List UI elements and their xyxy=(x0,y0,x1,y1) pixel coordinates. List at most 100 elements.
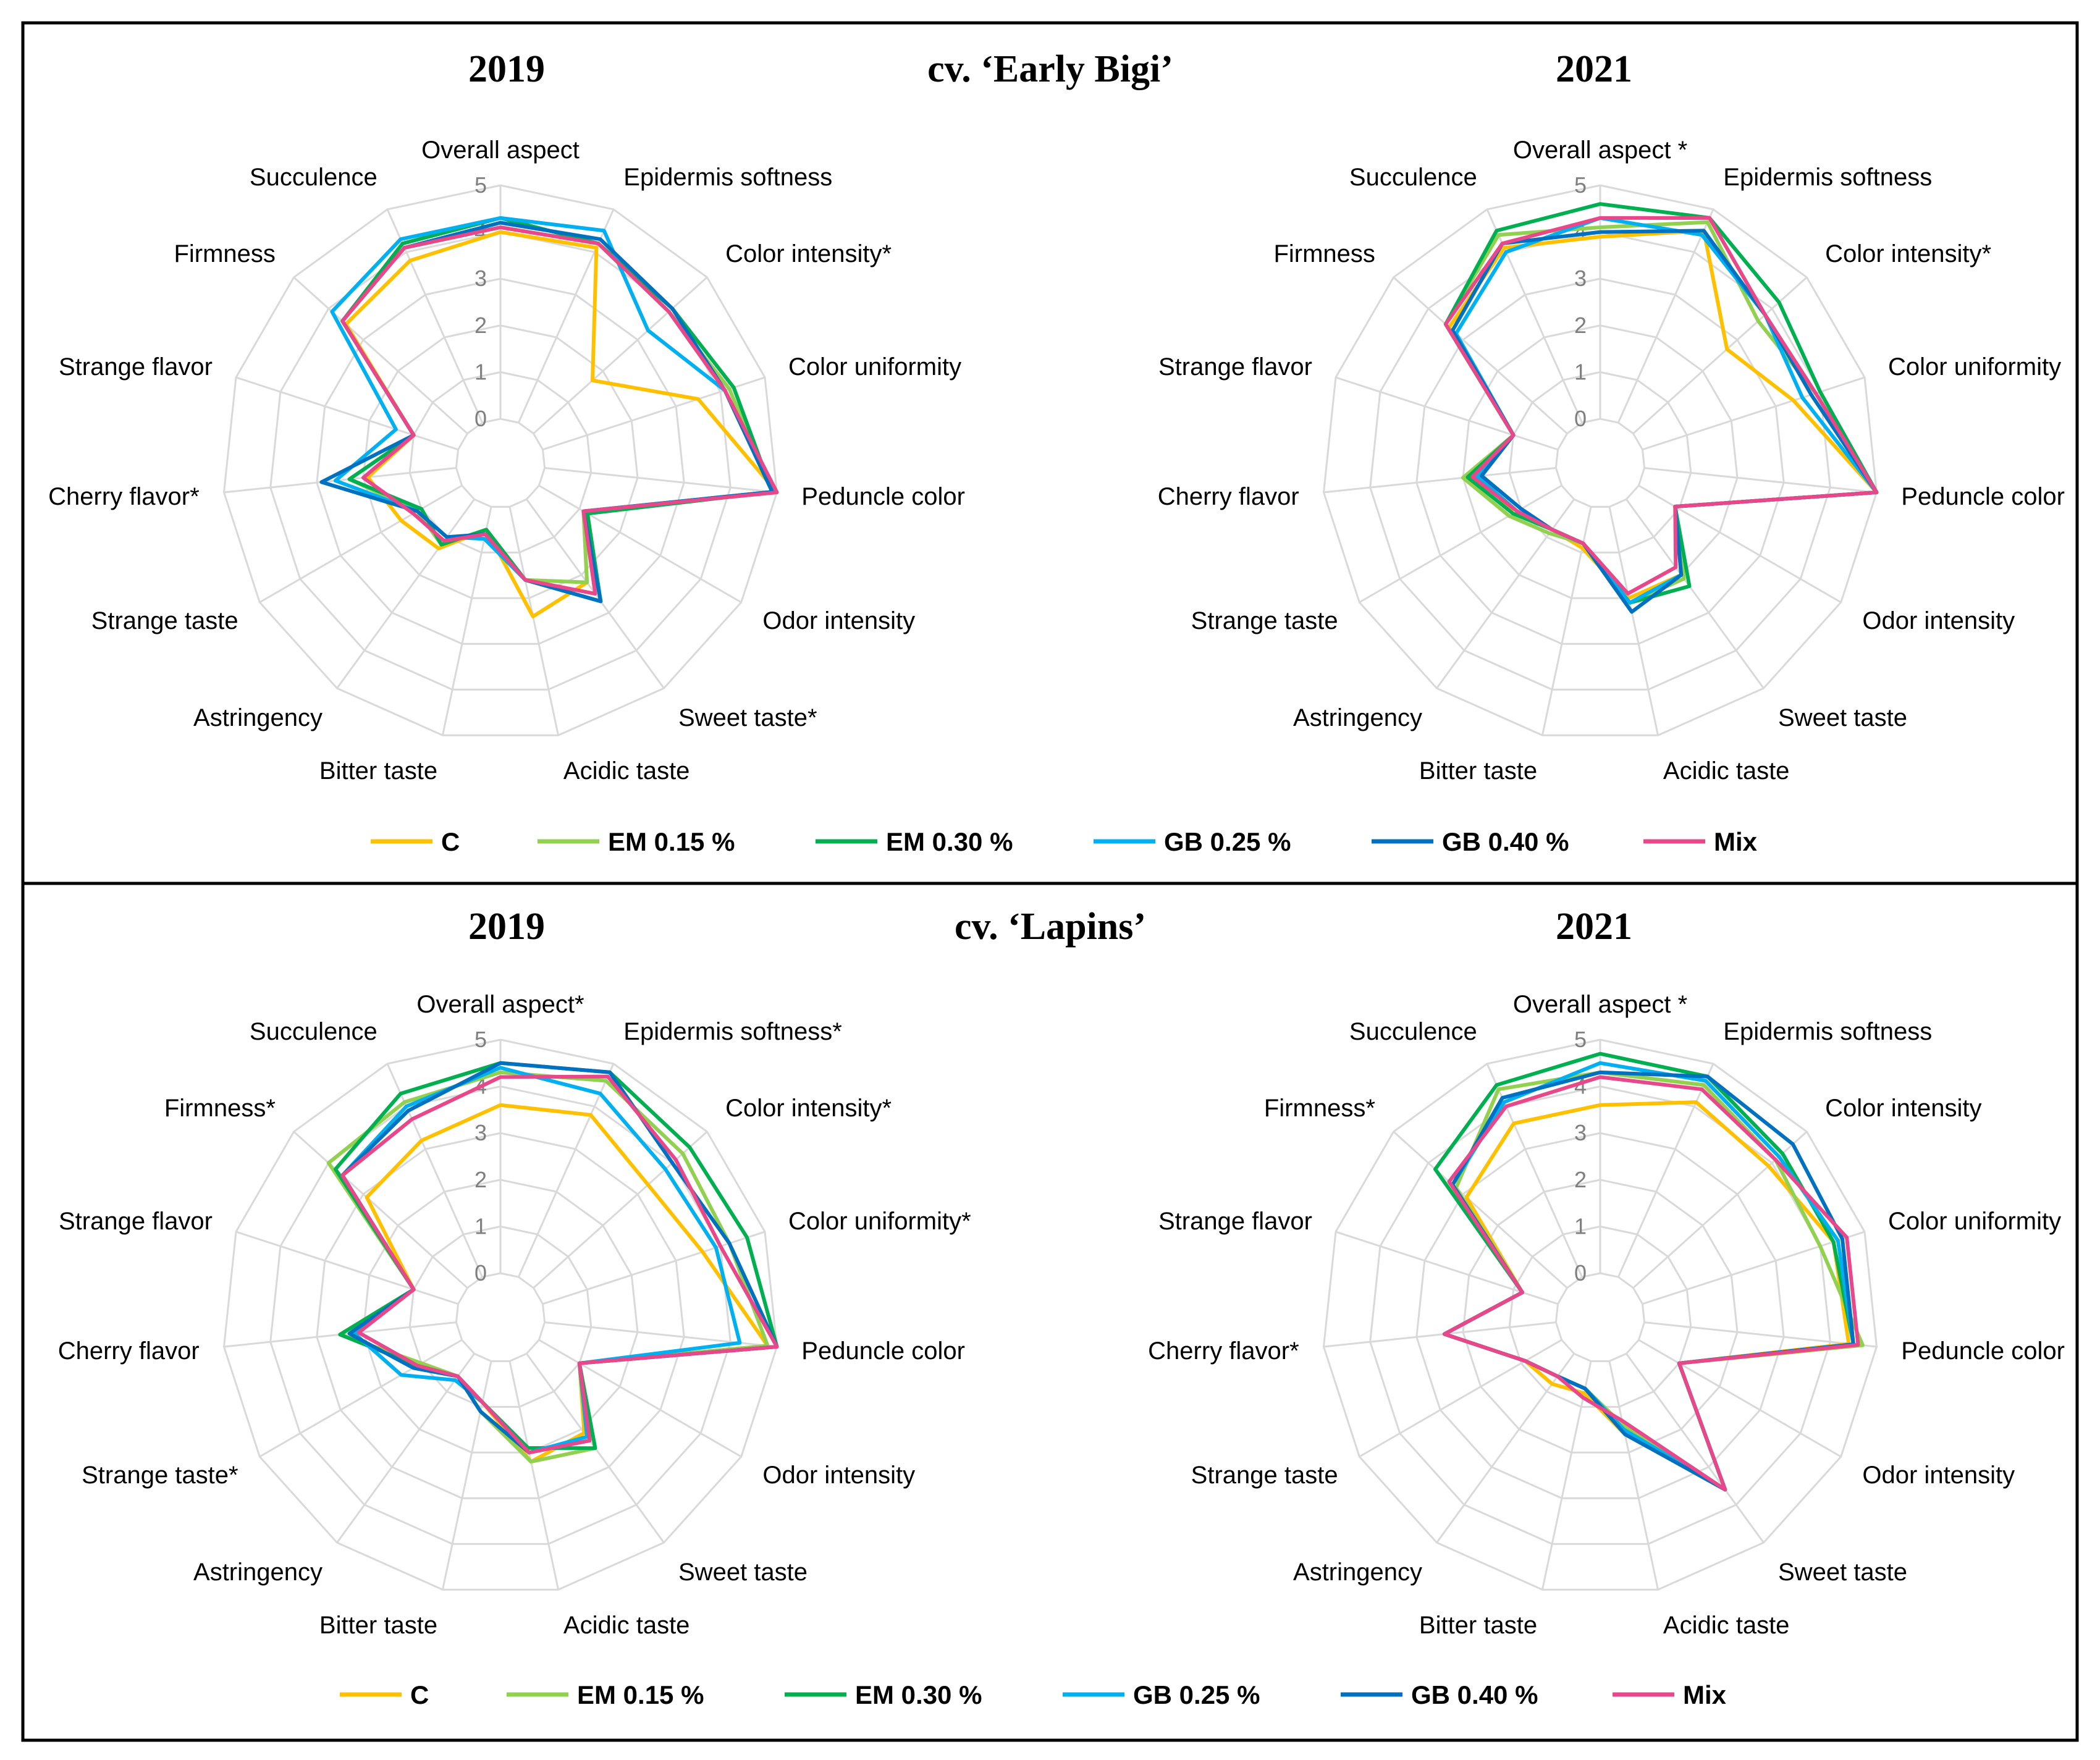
tick-label-3: 3 xyxy=(1574,266,1587,291)
tick-label-0: 0 xyxy=(474,406,487,431)
axis-label-overall-aspect: Overall aspect * xyxy=(1513,991,1687,1018)
spoke-2 xyxy=(533,1131,708,1289)
axis-label-strange-taste: Strange taste xyxy=(91,607,238,634)
tick-label-3: 3 xyxy=(474,266,487,291)
axis-label-firmness: Firmness* xyxy=(1264,1095,1375,1122)
grid-ring-5 xyxy=(222,1038,778,1591)
tick-label-2: 2 xyxy=(474,313,487,338)
axis-label-succulence: Succulence xyxy=(1349,1018,1477,1045)
grid-ring-5 xyxy=(222,184,778,736)
spoke-1 xyxy=(1617,209,1714,423)
spoke-6 xyxy=(1626,1353,1765,1543)
spoke-10 xyxy=(1359,484,1562,604)
legend-label-c: C xyxy=(441,827,460,856)
spoke-8 xyxy=(441,1361,492,1590)
tick-label-5: 5 xyxy=(1574,1027,1587,1052)
spoke-11 xyxy=(1323,1321,1556,1348)
series-mix xyxy=(1443,216,1879,596)
series-em-0-15 xyxy=(326,1070,770,1464)
grid-ring-4 xyxy=(1369,231,1831,691)
axis-label-bitter-taste: Bitter taste xyxy=(319,757,437,785)
axis-label-strange-flavor: Strange flavor xyxy=(59,353,213,381)
axis-label-sweet-taste: Sweet taste xyxy=(678,1559,808,1586)
axis-label-sweet-taste: Sweet taste xyxy=(1778,704,1907,731)
axis-label-odor-intensity: Odor intensity xyxy=(762,1462,915,1489)
spoke-6 xyxy=(1626,499,1765,689)
spoke-5 xyxy=(538,1339,742,1458)
tick-label-2: 2 xyxy=(474,1167,487,1192)
grid-ring-2 xyxy=(1462,1179,1739,1454)
axis-label-strange-taste: Strange taste xyxy=(1191,607,1338,634)
axis-label-color-intensity: Color intensity* xyxy=(725,1095,892,1122)
axis-label-bitter-taste: Bitter taste xyxy=(319,1612,437,1639)
spoke-9 xyxy=(1436,1353,1575,1543)
legend-label-mix: Mix xyxy=(1714,827,1758,856)
grid-ring-3 xyxy=(316,277,685,645)
spoke-12 xyxy=(235,1231,458,1305)
axis-label-succulence: Succulence xyxy=(250,164,377,191)
panel1-right-title: 2021 xyxy=(1556,48,1632,90)
axis-label-succulence: Succulence xyxy=(250,1018,377,1045)
panel2-left-title: 2019 xyxy=(468,906,545,948)
axis-label-strange-taste: Strange taste xyxy=(1191,1462,1338,1489)
spoke-5 xyxy=(1638,1339,1842,1458)
axis-label-peduncle-color: Peduncle color xyxy=(801,483,965,510)
grid-ring-0 xyxy=(455,1272,546,1362)
axis-label-strange-flavor: Strange flavor xyxy=(1158,353,1312,381)
legend-label-em-0-30: EM 0.30 % xyxy=(886,827,1013,856)
spoke-1 xyxy=(517,1063,615,1278)
spoke-8 xyxy=(1541,1361,1592,1590)
spoke-7 xyxy=(1608,1361,1659,1590)
axis-label-color-uniformity: Color uniformity xyxy=(1888,1208,2061,1235)
grid-ring-1 xyxy=(408,1225,592,1408)
grid-ring-5 xyxy=(1322,1038,1878,1591)
grid-ring-1 xyxy=(1508,371,1692,554)
axis-label-acidic-taste: Acidic taste xyxy=(563,1612,690,1639)
legend-label-gb-0-25: GB 0.25 % xyxy=(1133,1680,1260,1709)
tick-label-2: 2 xyxy=(1574,1167,1587,1192)
legend-early-bigi: C EM 0.15 % EM 0.30 % GB 0.25 % GB 0.40 % Mix xyxy=(371,827,1758,856)
axis-label-epidermis-softness: Epidermis softness xyxy=(623,164,832,191)
spoke-13 xyxy=(1393,1131,1568,1289)
grid-ring-5 xyxy=(1322,184,1878,736)
spoke-9 xyxy=(336,1353,475,1543)
axis-label-overall-aspect: Overall aspect * xyxy=(1513,137,1687,164)
spoke-9 xyxy=(1436,499,1575,689)
grid-ring-4 xyxy=(269,1085,732,1545)
axis-label-bitter-taste: Bitter taste xyxy=(1419,757,1537,785)
spoke-2 xyxy=(1632,1131,1808,1289)
series-c xyxy=(1442,1100,1851,1492)
axis-label-firmness: Firmness xyxy=(174,240,275,267)
spoke-1 xyxy=(1617,1063,1714,1278)
axis-label-odor-intensity: Odor intensity xyxy=(762,607,915,634)
spoke-7 xyxy=(1608,507,1659,736)
axis-label-astringency: Astringency xyxy=(193,704,323,731)
spoke-2 xyxy=(533,276,708,434)
axis-label-peduncle-color: Peduncle color xyxy=(1901,1337,2065,1365)
spoke-7 xyxy=(508,1361,560,1590)
legend-label-em-0-30: EM 0.30 % xyxy=(855,1680,982,1709)
spoke-10 xyxy=(259,484,463,604)
spoke-12 xyxy=(1335,376,1558,451)
axis-label-cherry-flavor: Cherry flavor* xyxy=(1148,1337,1299,1365)
series-em-0-15 xyxy=(340,225,774,584)
axis-label-color-uniformity: Color uniformity xyxy=(788,353,961,381)
axis-label-firmness: Firmness xyxy=(1273,240,1375,267)
tick-label-2: 2 xyxy=(1574,313,1587,338)
axis-label-astringency: Astringency xyxy=(1293,704,1422,731)
axis-label-strange-flavor: Strange flavor xyxy=(59,1208,213,1235)
spoke-8 xyxy=(1541,507,1592,736)
grid-ring-0 xyxy=(455,418,546,508)
tick-label-0: 0 xyxy=(1574,406,1587,431)
axis-label-cherry-flavor: Cherry flavor* xyxy=(48,483,200,510)
grid-ring-2 xyxy=(1462,324,1739,599)
spoke-13 xyxy=(293,276,468,434)
legend-label-gb-0-40: GB 0.40 % xyxy=(1411,1680,1538,1709)
grid-ring-0 xyxy=(1554,418,1646,508)
series-c xyxy=(344,230,779,618)
spoke-5 xyxy=(1638,484,1842,604)
tick-label-1: 1 xyxy=(474,1213,487,1239)
